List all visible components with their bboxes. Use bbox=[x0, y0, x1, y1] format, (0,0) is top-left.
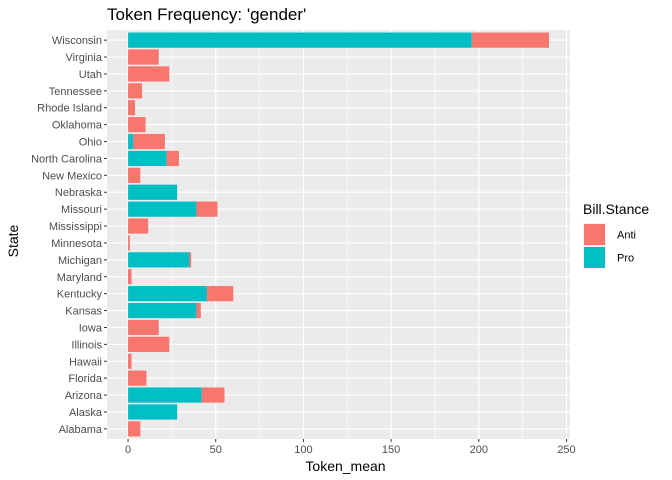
y-tick-label: Wisconsin bbox=[52, 35, 102, 47]
bar-michigan-pro bbox=[128, 252, 190, 268]
y-axis-ticks: Alabama Alaska Arizona Florida Hawaii Illinoi… bbox=[31, 35, 107, 436]
bar-mississippi-anti bbox=[128, 218, 149, 234]
chart-title: Token Frequency: 'gender' bbox=[107, 5, 306, 24]
bar-utah-anti bbox=[128, 66, 170, 82]
bar-wisconsin-anti bbox=[471, 32, 549, 48]
x-tick-label: 150 bbox=[382, 444, 400, 456]
y-tick-label: Oklahoma bbox=[52, 120, 103, 132]
legend-title: Bill.Stance bbox=[583, 201, 649, 217]
x-tick-label: 50 bbox=[210, 444, 222, 456]
y-tick-label: Michigan bbox=[58, 255, 102, 267]
y-tick-label: Illinois bbox=[71, 339, 102, 351]
bars bbox=[128, 32, 549, 437]
y-tick-label: Florida bbox=[68, 373, 103, 385]
bar-ohio-pro bbox=[128, 133, 134, 150]
bar-ohio-anti bbox=[133, 133, 165, 150]
x-tick-label: 200 bbox=[470, 444, 488, 456]
y-tick-label: New Mexico bbox=[42, 170, 102, 182]
y-tick-label: Rhode Island bbox=[37, 103, 102, 115]
y-tick-label: Maryland bbox=[57, 272, 102, 284]
legend: Bill.Stance Anti Pro bbox=[583, 201, 649, 269]
bar-illinois-anti bbox=[128, 336, 170, 352]
y-tick-label: Alaska bbox=[69, 407, 103, 419]
x-tick-label: 250 bbox=[557, 444, 575, 456]
bar-florida-anti bbox=[128, 370, 147, 386]
y-tick-label: Minnesota bbox=[51, 238, 103, 250]
bar-tennessee-anti bbox=[128, 83, 143, 99]
bar-virginia-anti bbox=[128, 49, 159, 65]
x-tick-label: 0 bbox=[125, 444, 131, 456]
y-tick-label: Iowa bbox=[79, 322, 103, 334]
bar-missouri-pro bbox=[128, 201, 197, 217]
bar-michigan-anti bbox=[189, 252, 192, 268]
bar-nebraska-pro bbox=[128, 184, 178, 200]
bar-north-carolina-anti bbox=[166, 150, 179, 167]
bar-arizona-pro bbox=[128, 387, 202, 403]
x-axis-ticks: 0 50 100 150 200 250 bbox=[125, 439, 576, 456]
y-axis-title: State bbox=[5, 224, 21, 257]
bar-kansas-anti bbox=[196, 302, 201, 319]
bar-hawaii-anti bbox=[128, 353, 132, 369]
legend-label-pro: Pro bbox=[617, 253, 634, 265]
bar-kansas-pro bbox=[128, 302, 197, 319]
y-tick-label: Hawaii bbox=[69, 356, 102, 368]
y-tick-label: Missouri bbox=[61, 204, 102, 216]
bar-alabama-anti bbox=[128, 421, 141, 437]
x-tick-label: 100 bbox=[294, 444, 312, 456]
y-tick-label: Ohio bbox=[79, 137, 102, 149]
bar-new-mexico-anti bbox=[128, 167, 141, 183]
legend-swatch-pro bbox=[584, 247, 605, 268]
bar-wisconsin-pro bbox=[128, 32, 472, 48]
y-tick-label: Virginia bbox=[66, 52, 103, 64]
y-tick-label: Arizona bbox=[65, 390, 103, 402]
y-tick-label: Nebraska bbox=[55, 187, 103, 199]
bar-arizona-anti bbox=[201, 387, 225, 403]
bar-oklahoma-anti bbox=[128, 117, 146, 133]
y-tick-label: North Carolina bbox=[31, 153, 103, 165]
legend-label-anti: Anti bbox=[617, 230, 636, 242]
legend-swatch-anti bbox=[584, 224, 605, 245]
bar-iowa-anti bbox=[128, 319, 159, 336]
y-tick-label: Kansas bbox=[65, 306, 102, 318]
y-tick-label: Mississippi bbox=[49, 221, 102, 233]
bar-alaska-pro bbox=[128, 404, 178, 420]
y-tick-label: Alabama bbox=[59, 424, 103, 436]
plot-panel bbox=[107, 30, 570, 439]
y-tick-label: Utah bbox=[79, 69, 102, 81]
bar-maryland-anti bbox=[128, 269, 132, 285]
y-tick-label: Tennessee bbox=[49, 86, 102, 98]
y-tick-label: Kentucky bbox=[57, 289, 103, 301]
bar-missouri-anti bbox=[196, 201, 218, 217]
bar-kentucky-anti bbox=[206, 286, 234, 302]
bar-kentucky-pro bbox=[128, 286, 207, 302]
bar-minnesota-anti bbox=[128, 235, 130, 251]
bar-north-carolina-pro bbox=[128, 150, 167, 167]
x-axis-title: Token_mean bbox=[305, 458, 385, 474]
bar-rhode-island-anti bbox=[128, 100, 136, 116]
